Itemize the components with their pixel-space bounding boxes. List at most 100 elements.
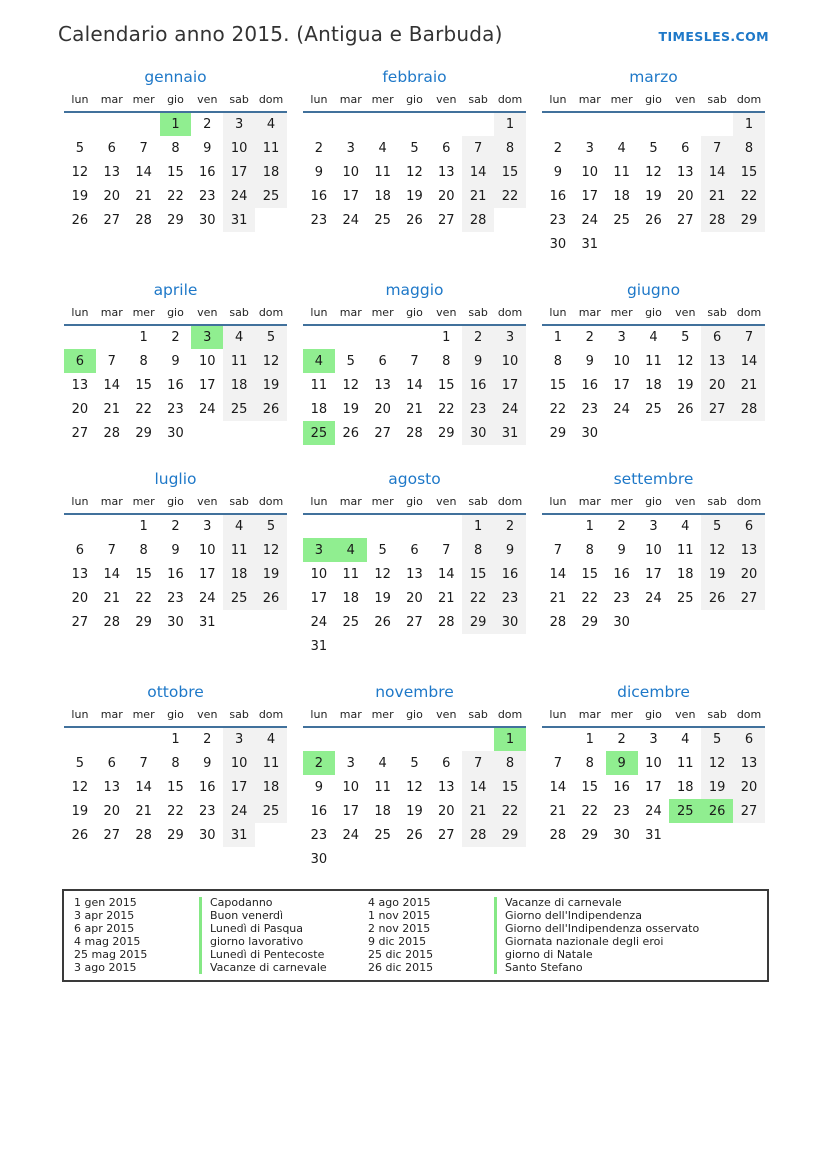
day-cell: 26 [71,212,89,228]
day-cell: 5 [255,514,287,538]
day-cell: 11 [255,136,287,160]
day-cell: 3 [649,732,658,747]
empty-cell [335,514,367,538]
day-cell: 6 [64,349,96,373]
day-cell: 11 [310,377,328,393]
day-cell: 5 [410,140,419,156]
empty-cell [430,514,462,538]
day-cell: 24 [199,401,216,417]
day-cell: 5 [346,353,355,369]
day-cell: 4 [223,325,256,349]
day-cell: 14 [103,566,121,582]
day-cell: 16 [167,566,184,582]
day-cell: 18 [613,188,630,204]
weekday-dom: dom [733,708,765,728]
week-row: 23 24 25 26 27 28 29 [303,823,526,847]
month-aprile: aprile lun mar mer gio ven sab dom 1 2 3 4 5 6 7 8 9 10 11… [64,281,287,445]
day-cell: 10 [342,779,360,795]
day-cell: 23 [167,590,184,606]
day-cell: 1 [462,514,495,538]
day-cell: 26 [701,799,734,823]
day-cell: 6 [733,727,765,751]
day-cell: 23 [199,188,216,204]
empty-cell [399,112,431,136]
week-row: 6 7 8 9 10 11 12 [64,349,287,373]
week-row: 1 [542,112,765,136]
weekday-row: lun mar mer gio ven sab dom [64,708,287,728]
day-cell: 26 [71,827,89,843]
day-cell: 31 [494,421,526,445]
day-cell: 15 [494,160,526,184]
day-cell: 13 [103,164,121,180]
holiday-name: Santo Stefano [494,961,759,975]
weekday-dom: dom [255,495,287,515]
weekday-mer: mer [366,306,399,326]
weekday-sab: sab [462,93,495,113]
month-table: lun mar mer gio ven sab dom 1 2 3 4 5 6 7 8 9 10 11 12 13 14… [542,495,765,634]
weekday-sab: sab [701,93,734,113]
day-cell: 28 [733,397,765,421]
day-cell: 8 [171,755,180,771]
week-row: 16 17 18 19 20 21 22 [542,184,765,208]
day-cell: 17 [342,803,360,819]
day-cell: 23 [310,827,328,843]
empty-cell [96,112,128,136]
week-row: 8 9 10 11 12 13 14 [542,349,765,373]
month-title: luglio [154,470,197,488]
day-cell: 15 [581,566,599,582]
day-cell: 16 [494,562,526,586]
month-gennaio: gennaio lun mar mer gio ven sab dom 1 2 3 4 5 6 7 8 9 10 1… [64,68,287,232]
day-cell: 2 [553,140,563,156]
day-cell: 16 [167,377,184,393]
weekday-mar: mar [334,495,367,515]
empty-cell [367,514,399,538]
weekday-mer: mer [366,93,399,113]
day-cell: 5 [701,727,734,751]
weekday-mar: mar [95,306,128,326]
site-link[interactable]: TIMESLES.COM [658,29,769,44]
weekday-row: lun mar mer gio ven sab dom [542,708,765,728]
day-cell: 13 [374,377,391,393]
month-marzo: marzo lun mar mer gio ven sab dom 1 2 3 4 5 6 7 8 9 10 11 1… [542,68,765,256]
month-title: novembre [375,683,454,701]
weekday-mar: mar [334,306,367,326]
day-cell: 15 [438,377,455,393]
day-cell: 29 [581,614,599,630]
empty-cell [430,634,462,658]
weekday-dom: dom [494,93,526,113]
day-cell: 7 [701,136,734,160]
weekday-ven: ven [191,306,224,326]
day-cell: 22 [733,184,765,208]
day-cell: 11 [342,566,360,582]
day-cell: 11 [677,542,694,558]
week-row: 19 20 21 22 23 24 25 [64,799,287,823]
month-luglio: luglio lun mar mer gio ven sab dom 1 2 3 4 5 6 7 8 9 10 11… [64,470,287,634]
day-cell: 10 [199,353,216,369]
month-table: lun mar mer gio ven sab dom 1 2 3 4 5 6 7 8 9 10 11 12 13 14… [303,306,526,445]
day-cell: 11 [374,164,391,180]
day-cell: 9 [203,140,212,156]
day-cell: 20 [71,401,89,417]
holiday-date: 1 gen 2015 [74,896,137,909]
day-cell: 20 [677,188,694,204]
week-row: 24 25 26 27 28 29 30 [303,610,526,634]
day-cell: 8 [171,140,180,156]
day-cell: 18 [310,401,328,417]
day-cell: 5 [75,755,85,771]
day-cell: 7 [733,325,765,349]
day-cell: 2 [171,330,180,345]
day-cell: 31 [310,638,328,654]
weekday-ven: ven [191,708,224,728]
weekday-sab: sab [462,708,495,728]
empty-cell [701,112,733,136]
empty-cell [367,634,399,658]
day-cell: 27 [406,614,423,630]
day-cell: 29 [135,614,152,630]
day-cell: 10 [199,542,216,558]
day-cell: 22 [581,590,599,606]
day-cell: 1 [442,330,451,345]
week-row: 28 29 30 [542,610,765,634]
day-cell: 6 [442,140,451,156]
